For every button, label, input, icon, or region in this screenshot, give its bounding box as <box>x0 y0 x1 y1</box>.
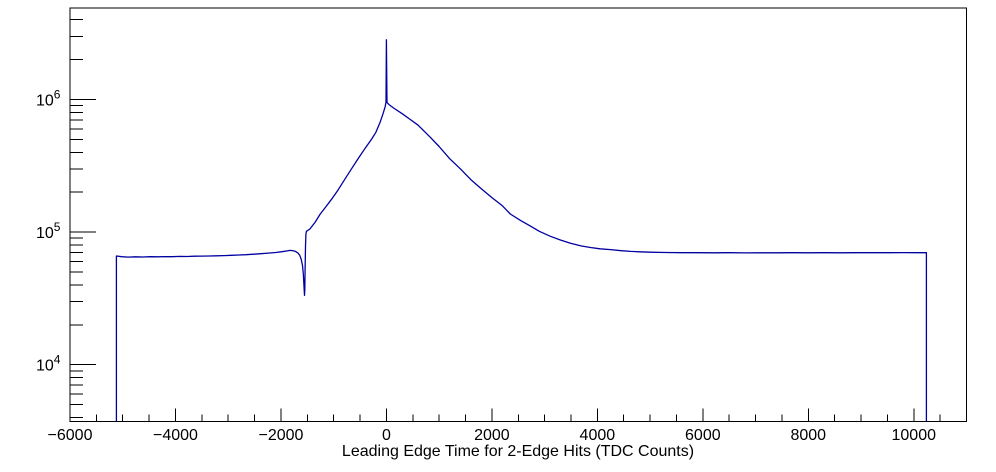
x-tick-label: −2000 <box>258 427 303 444</box>
x-tick-label: 8000 <box>790 427 826 444</box>
y-tick-label: 106 <box>36 88 61 110</box>
x-tick-label: 10000 <box>892 427 937 444</box>
plot-frame <box>69 7 967 422</box>
y-tick-label: 104 <box>36 353 61 375</box>
y-axis-ticks <box>70 19 96 418</box>
x-axis-ticks <box>69 408 967 422</box>
x-axis-tick-labels: −6000 −4000 −2000 0 2000 4000 6000 8000 10000 <box>48 427 937 444</box>
x-tick-label: 4000 <box>580 427 616 444</box>
histogram-line <box>115 39 928 422</box>
x-tick-label: −6000 <box>48 427 93 444</box>
x-tick-label: 6000 <box>685 427 721 444</box>
x-tick-label: 2000 <box>474 427 510 444</box>
x-tick-label: −4000 <box>153 427 198 444</box>
x-tick-label: 0 <box>382 427 391 444</box>
x-axis-title: Leading Edge Time for 2-Edge Hits (TDC C… <box>342 443 694 460</box>
y-axis-tick-labels: 104 105 106 <box>36 88 61 375</box>
y-tick-label: 105 <box>36 220 61 242</box>
